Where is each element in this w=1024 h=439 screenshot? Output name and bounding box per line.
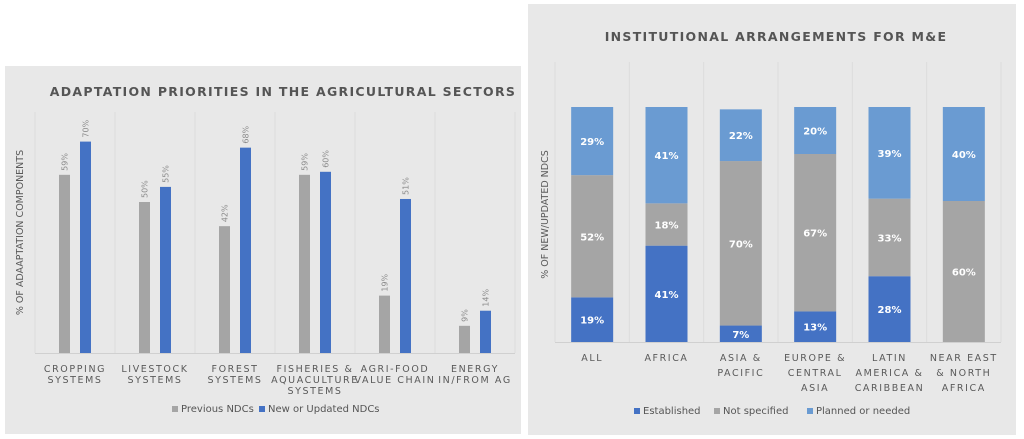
chart-title: ADAPTATION PRIORITIES IN THE AGRICULTURA… <box>50 84 516 99</box>
bar-previous-2 <box>219 226 230 353</box>
category-label: PACIFIC <box>717 368 764 379</box>
segment-not-specified-3 <box>794 154 837 312</box>
category-label: ASIA <box>801 383 829 394</box>
segment-not-specified-2 <box>719 161 762 326</box>
data-label: 67% <box>803 229 827 240</box>
segment-not-specified-4 <box>868 198 911 277</box>
category-label: AGRI-FOOD <box>361 364 430 375</box>
segment-planned-or-needed-4 <box>868 107 911 199</box>
legend-label: Planned or needed <box>816 406 910 417</box>
data-label: 70% <box>82 119 91 137</box>
data-label: 52% <box>580 232 604 243</box>
legend-label: Established <box>643 406 701 417</box>
category-label: NEAR EAST <box>930 353 998 364</box>
bar-new-1 <box>160 186 171 353</box>
category-label: AFRICA <box>942 383 986 394</box>
category-label: AMERICA & <box>855 368 923 379</box>
category-label: SYSTEMS <box>207 375 262 386</box>
bar-new-4 <box>400 198 411 353</box>
segment-not-specified-1 <box>645 203 688 246</box>
data-label: 29% <box>580 137 604 148</box>
segment-planned-or-needed-0 <box>571 107 614 176</box>
segment-not-specified-5 <box>942 201 985 342</box>
category-label: ENERGY <box>451 364 499 375</box>
data-label: 7% <box>732 330 749 341</box>
data-label: 14% <box>482 289 491 307</box>
bar-new-0 <box>80 141 91 353</box>
data-label: 19% <box>580 316 604 327</box>
data-label: 59% <box>301 153 310 171</box>
category-label: ASIA & <box>720 353 762 364</box>
data-label: 60% <box>322 150 331 168</box>
data-label: 51% <box>402 177 411 195</box>
data-label: 70% <box>729 239 753 250</box>
segment-planned-or-needed-1 <box>645 107 688 204</box>
category-label: FOREST <box>212 364 259 375</box>
bar-previous-5 <box>459 325 470 353</box>
category-label: AQUACULTURE <box>271 375 359 386</box>
data-label: 9% <box>461 309 470 322</box>
segment-established-2 <box>719 325 762 342</box>
category-label: SYSTEMS <box>287 386 342 397</box>
legend-label: New or Updated NDCs <box>268 404 380 415</box>
category-label: CENTRAL <box>788 368 843 379</box>
chart-title: INSTITUTIONAL ARRANGEMENTS FOR M&E <box>605 29 948 44</box>
data-label: 13% <box>803 323 827 334</box>
data-label: 41% <box>655 290 679 301</box>
data-label: 60% <box>952 268 976 279</box>
category-label: CROPPING <box>44 364 106 375</box>
data-label: 50% <box>141 180 150 198</box>
data-label: 40% <box>952 150 976 161</box>
segment-established-4 <box>868 276 911 342</box>
bar-new-5 <box>480 310 491 353</box>
segment-not-specified-0 <box>571 175 614 298</box>
bar-previous-4 <box>379 295 390 353</box>
category-label: EUROPE & <box>784 353 846 364</box>
bar-previous-3 <box>299 174 310 353</box>
data-label: 55% <box>162 165 171 183</box>
bar-previous-0 <box>59 174 70 353</box>
data-label: 28% <box>878 305 902 316</box>
legend-swatch <box>714 408 720 414</box>
data-label: 18% <box>655 221 679 232</box>
category-label: CARIBBEAN <box>855 383 925 394</box>
category-label: SYSTEMS <box>47 375 102 386</box>
legend-label: Previous NDCs <box>181 404 254 415</box>
category-label: LIVESTOCK <box>121 364 188 375</box>
data-label: 22% <box>729 131 753 142</box>
category-label: IN/FROM AG <box>438 375 512 386</box>
segment-planned-or-needed-2 <box>719 109 762 162</box>
data-label: 33% <box>878 233 902 244</box>
legend-swatch <box>172 406 178 412</box>
category-label: LATIN <box>872 353 907 364</box>
data-label: 20% <box>803 127 827 138</box>
category-label: & NORTH <box>936 368 991 379</box>
segment-established-1 <box>645 245 688 342</box>
category-label: SYSTEMS <box>127 375 182 386</box>
data-label: 59% <box>61 153 70 171</box>
legend-label: Not specified <box>723 406 788 417</box>
segment-established-0 <box>571 297 614 342</box>
y-axis-label: % OF ADAAPTATION COMPONENTS <box>15 150 26 315</box>
data-label: 68% <box>242 125 251 143</box>
bar-new-2 <box>240 147 251 353</box>
category-label: VALUE CHAIN <box>355 375 436 386</box>
legend-swatch <box>634 408 640 414</box>
bar-previous-1 <box>139 202 150 353</box>
segment-established-3 <box>794 311 837 342</box>
segment-planned-or-needed-5 <box>942 107 985 201</box>
bar-new-3 <box>320 171 331 353</box>
data-label: 19% <box>381 273 390 291</box>
segment-planned-or-needed-3 <box>794 107 837 154</box>
data-label: 42% <box>221 204 230 222</box>
legend-swatch <box>807 408 813 414</box>
category-label: FISHERIES & <box>277 364 354 375</box>
legend-swatch <box>259 406 265 412</box>
data-label: 41% <box>655 151 679 162</box>
y-axis-label: % OF NEW/UPDATED NDCS <box>540 150 551 279</box>
category-label: ALL <box>581 353 603 364</box>
data-label: 39% <box>878 149 902 160</box>
category-label: AFRICA <box>644 353 688 364</box>
